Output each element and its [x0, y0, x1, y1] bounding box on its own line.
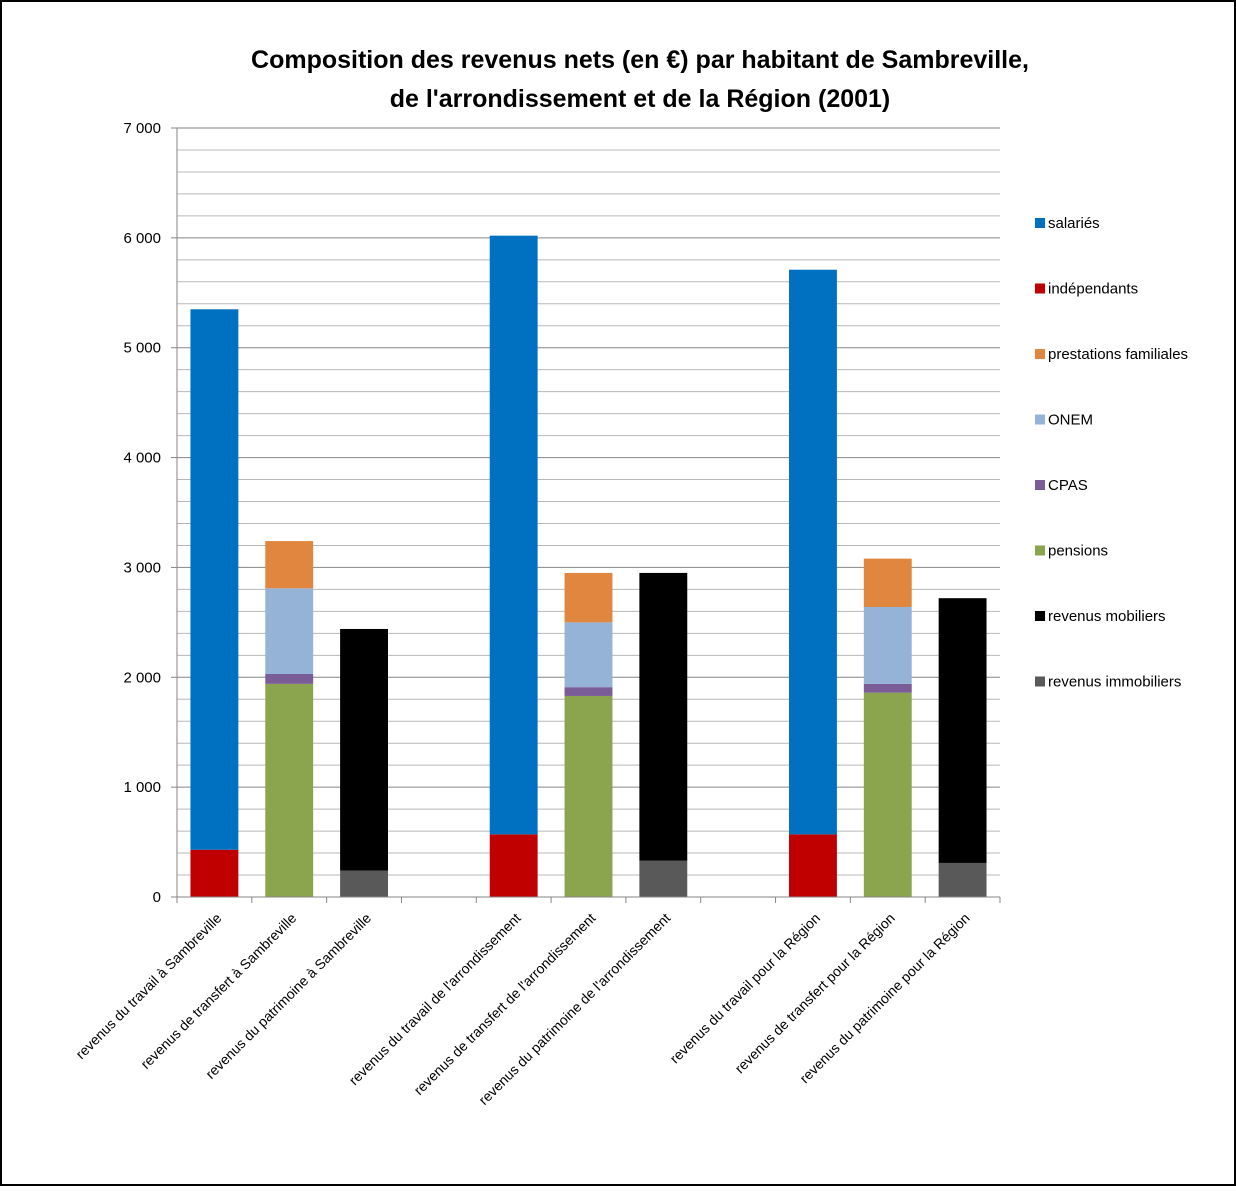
bar-segment [190, 849, 239, 897]
bar-segment [564, 695, 613, 897]
bar-segment [863, 606, 912, 684]
legend-layer: salariés indépendants prestations familial… [1035, 215, 1188, 691]
bar-segment [639, 860, 688, 897]
bar-segment [564, 687, 613, 696]
bar-segment [789, 269, 837, 835]
y-tick-label: 4 000 [123, 450, 161, 467]
bar-segment [564, 572, 613, 623]
bar-segment [265, 673, 314, 684]
bar-segment [564, 622, 613, 688]
legend-label: revenus mobiliers [1048, 608, 1166, 625]
bar-segment [639, 572, 688, 861]
grid-layer [177, 127, 1000, 876]
bars-layer [190, 235, 987, 897]
bar-segment [340, 870, 388, 897]
legend-label: salariés [1048, 215, 1100, 232]
legend-label: pensions [1048, 543, 1108, 560]
legend-swatch [1035, 414, 1045, 425]
chart-title-line-1: Composition des revenus nets (en €) par … [251, 46, 1029, 74]
legend-label: revenus immobiliers [1048, 674, 1181, 691]
legend-swatch [1035, 480, 1045, 490]
legend-label: ONEM [1048, 412, 1093, 429]
legend-label: indépendants [1048, 281, 1138, 298]
bar-segment [190, 309, 239, 850]
bar-segment [789, 834, 837, 897]
bar-segment [340, 628, 388, 871]
y-tick-label: 1 000 [123, 779, 161, 796]
y-tick-label: 6 000 [123, 230, 161, 247]
bar-segment [863, 558, 912, 607]
bar-segment [265, 683, 314, 897]
legend-label: CPAS [1048, 477, 1088, 494]
legend-swatch [1035, 349, 1045, 359]
y-tick-label: 3 000 [123, 559, 161, 576]
bar-segment [863, 692, 912, 897]
chart-title-line-2: de l'arrondissement et de la Région (200… [390, 85, 891, 113]
legend-swatch [1035, 611, 1045, 621]
y-tick-label: 0 [153, 889, 161, 906]
bar-segment [265, 588, 314, 674]
bar-segment [489, 235, 538, 835]
bar-segment [265, 541, 314, 589]
legend-swatch [1035, 218, 1045, 228]
legend-swatch [1035, 545, 1045, 556]
legend-label: prestations familiales [1048, 346, 1188, 363]
y-tick-label: 5 000 [123, 340, 161, 357]
y-tick-label: 7 000 [123, 120, 161, 137]
bar-segment [489, 834, 538, 897]
y-tick-label: 2 000 [123, 669, 161, 686]
bar-segment [863, 683, 912, 693]
legend-swatch [1035, 676, 1045, 687]
bar-segment [938, 862, 987, 897]
legend-swatch [1035, 283, 1045, 294]
bar-segment [938, 598, 987, 863]
